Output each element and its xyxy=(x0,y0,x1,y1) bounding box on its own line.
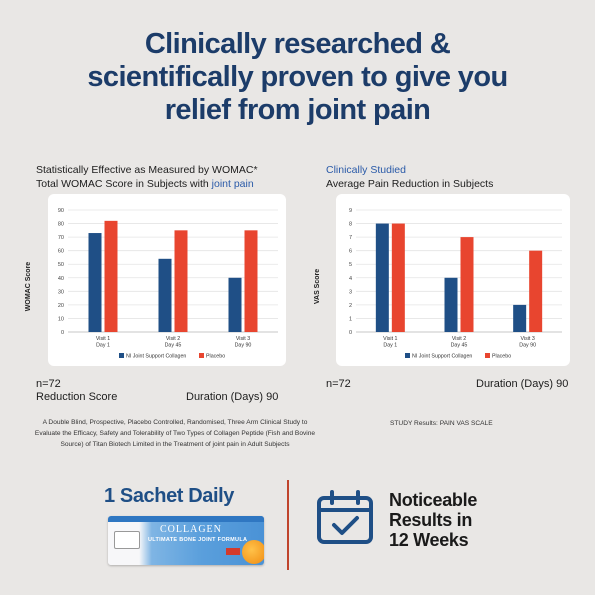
womac-heading-text: Total WOMAC Score in Subjects with xyxy=(36,178,212,190)
womac-x-tick-label: Day 45 xyxy=(165,343,182,349)
womac-y-tick-label: 90 xyxy=(58,208,64,214)
vas-legend-swatch xyxy=(405,353,410,358)
womac-heading-line-2: Total WOMAC Score in Subjects with joint… xyxy=(36,177,258,191)
womac-heading-line-1: Statistically Effective as Measured by W… xyxy=(36,164,258,176)
vas-bar-placebo xyxy=(391,223,405,332)
womac-legend-label: NI Joint Support Collagen xyxy=(126,354,186,360)
vas-x-tick-label: Visit 3 xyxy=(520,336,534,342)
vas-x-tick-label: Day 1 xyxy=(383,343,397,349)
headline-line-2: scientifically proven to give you xyxy=(87,61,508,93)
vas-legend-swatch xyxy=(485,353,490,358)
womac-legend-swatch xyxy=(199,353,204,358)
womac-x-tick-label: Day 1 xyxy=(96,343,110,349)
vas-bar-collagen xyxy=(444,277,458,332)
vas-bar-collagen xyxy=(375,223,389,332)
womac-y-tick-label: 70 xyxy=(58,235,64,241)
womac-legend-swatch xyxy=(119,353,124,358)
vas-legend-label: NI Joint Support Collagen xyxy=(412,354,472,360)
womac-x-tick-label: Visit 3 xyxy=(236,336,250,342)
results-line-3: 12 Weeks xyxy=(389,530,469,550)
womac-bar-placebo xyxy=(104,220,118,332)
vas-y-tick-label: 6 xyxy=(349,249,352,255)
sachet-title: 1 Sachet Daily xyxy=(104,485,235,507)
headline-line-3: relief from joint pain xyxy=(164,94,431,126)
womac-duration-caption: Duration (Days) 90 xyxy=(186,391,279,403)
results-line-1: Noticeable xyxy=(389,490,478,510)
vas-bar-placebo xyxy=(460,237,474,332)
vas-y-tick-label: 8 xyxy=(349,222,352,228)
orange-fruit-icon xyxy=(242,540,264,564)
sachet-product-image: COLLAGEN ULTIMATE BONE JOINT FORMULA xyxy=(108,516,264,565)
womac-bar-collagen xyxy=(228,277,242,332)
vas-chart-card: 0 1 2 3 4 5 6 7 8 9 Visit 1 Day 1 Visit 2 Day 45 Visit… xyxy=(336,194,570,366)
womac-x-tick-label: Visit 2 xyxy=(166,336,180,342)
vas-y-tick-label: 5 xyxy=(349,262,352,268)
womac-y-tick-label: 50 xyxy=(58,262,64,268)
sachet-brand: COLLAGEN xyxy=(160,524,222,535)
headline: Clinically researched & scientifically p… xyxy=(0,28,595,127)
vas-x-tick-label: Day 90 xyxy=(519,343,536,349)
womac-y-tick-label: 30 xyxy=(58,289,64,295)
womac-y-tick-label: 40 xyxy=(58,276,64,282)
vas-bar-collagen xyxy=(513,304,527,332)
womac-y-tick-label: 0 xyxy=(61,330,64,336)
vas-bar-placebo xyxy=(529,250,543,332)
womac-y-tick-label: 20 xyxy=(58,303,64,309)
vas-legend-label: Placebo xyxy=(492,354,511,360)
womac-bar-collagen xyxy=(88,233,102,332)
vas-sample-size: n=72 xyxy=(326,378,351,390)
results-text: Noticeable Results in 12 Weeks xyxy=(389,490,477,550)
vas-y-tick-label: 9 xyxy=(349,208,352,214)
womac-y-tick-label: 60 xyxy=(58,249,64,255)
results-line-2: Results in xyxy=(389,510,473,530)
womac-y-tick-label: 10 xyxy=(58,316,64,322)
sachet-red-label xyxy=(226,548,240,555)
vas-y-tick-label: 4 xyxy=(349,276,352,282)
womac-y-axis-label: WOMAC Score xyxy=(25,261,33,312)
vas-y-tick-label: 3 xyxy=(349,289,352,295)
womac-chart-card: 0 10 20 30 40 50 60 70 80 90 Visit 1 Day 1 Visit 2 Da… xyxy=(48,194,286,366)
womac-panel-heading: Statistically Effective as Measured by W… xyxy=(36,163,258,191)
vas-y-tick-label: 7 xyxy=(349,235,352,241)
womac-x-tick-label: Day 90 xyxy=(235,343,252,349)
womac-bar-placebo xyxy=(244,230,258,332)
vas-y-axis-label: VAS Score xyxy=(314,268,322,305)
sachet-subtitle: ULTIMATE BONE JOINT FORMULA xyxy=(148,537,248,543)
vas-heading-line-1: Clinically Studied xyxy=(326,164,406,176)
vas-panel-heading: Clinically Studied Average Pain Reductio… xyxy=(326,163,493,191)
vas-x-tick-label: Visit 2 xyxy=(452,336,466,342)
sachet-logo xyxy=(114,531,140,549)
vas-study-note: STUDY Results: PAIN VAS SCALE xyxy=(390,420,493,427)
vas-duration-caption: Duration (Days) 90 xyxy=(476,378,569,390)
headline-line-1: Clinically researched & xyxy=(144,28,451,60)
section-divider xyxy=(287,480,289,570)
vas-y-tick-label: 1 xyxy=(349,316,352,322)
vas-x-tick-label: Visit 1 xyxy=(383,336,397,342)
vas-y-tick-label: 0 xyxy=(349,330,352,336)
womac-sample-size: n=72 xyxy=(36,378,61,390)
womac-heading-accent: joint pain xyxy=(211,178,254,190)
sachet-stripe xyxy=(108,516,264,522)
womac-y-tick-label: 80 xyxy=(58,222,64,228)
vas-x-tick-label: Day 45 xyxy=(451,343,468,349)
womac-reduction-caption: Reduction Score xyxy=(36,391,118,403)
study-description: A Double Blind, Prospective, Placebo Con… xyxy=(34,419,316,448)
vas-heading-line-2: Average Pain Reduction in Subjects xyxy=(326,178,494,190)
womac-legend-label: Placebo xyxy=(206,354,225,360)
womac-bar-collagen xyxy=(158,258,172,332)
vas-y-tick-label: 2 xyxy=(349,303,352,309)
womac-bar-placebo xyxy=(174,230,188,332)
womac-x-tick-label: Visit 1 xyxy=(96,336,110,342)
calendar-check-icon xyxy=(316,490,374,551)
